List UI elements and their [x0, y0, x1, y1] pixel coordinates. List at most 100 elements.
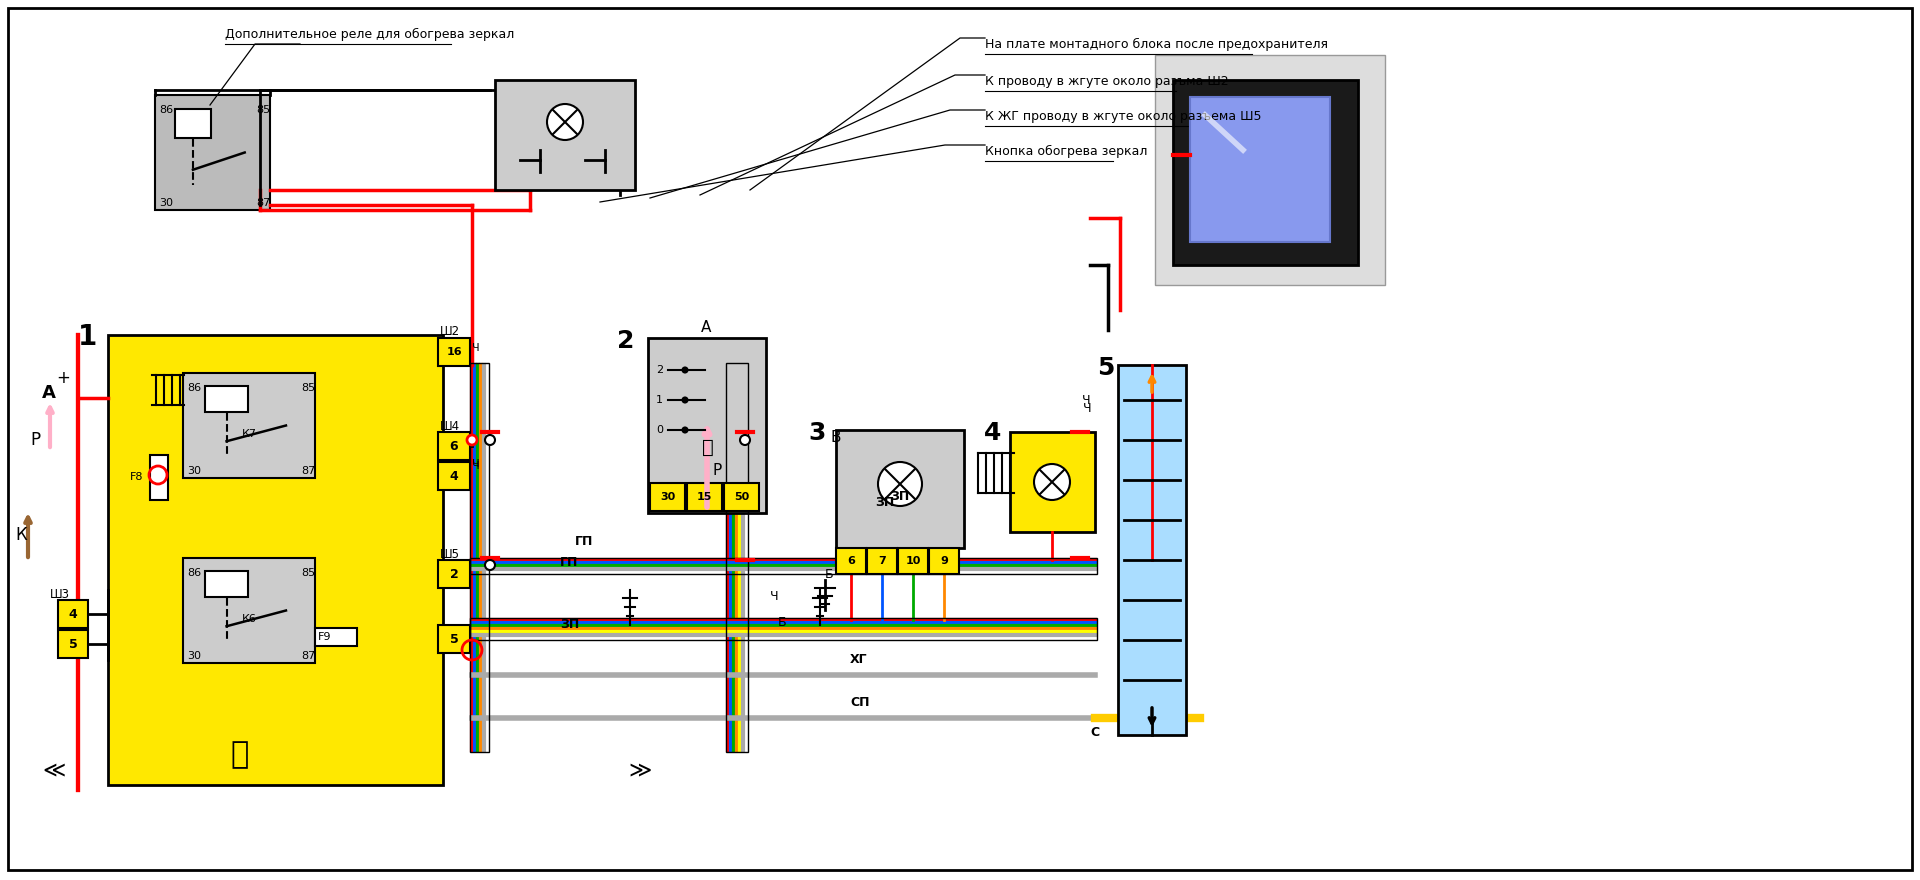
Text: F8: F8: [131, 472, 144, 482]
Text: Ч: Ч: [770, 590, 780, 603]
Text: ⚿: ⚿: [703, 438, 714, 457]
Text: 4: 4: [69, 607, 77, 620]
Bar: [205, 570, 248, 597]
Text: Ч: Ч: [472, 459, 480, 469]
Text: 2: 2: [616, 329, 634, 353]
Text: Ч: Ч: [1083, 393, 1091, 407]
Text: К: К: [15, 526, 27, 544]
Text: 5: 5: [449, 633, 459, 646]
Circle shape: [467, 435, 476, 445]
Text: 85: 85: [301, 383, 315, 393]
Bar: [651, 483, 685, 511]
Bar: [724, 483, 758, 511]
Text: ЗП: ЗП: [876, 496, 895, 509]
Text: 4: 4: [449, 470, 459, 482]
Text: ГП: ГП: [574, 535, 593, 548]
Bar: [835, 430, 964, 548]
Bar: [150, 455, 169, 500]
Text: 6: 6: [449, 439, 459, 452]
Text: 87: 87: [255, 198, 271, 208]
Bar: [438, 560, 470, 588]
Text: Ч: Ч: [472, 461, 480, 471]
Text: Б: Б: [778, 616, 787, 629]
Text: К7: К7: [242, 429, 257, 438]
Bar: [687, 483, 722, 511]
Text: Ш3: Ш3: [50, 588, 69, 601]
Text: 7: 7: [877, 556, 885, 566]
Text: Ч: Ч: [1083, 401, 1092, 414]
Bar: [899, 548, 927, 574]
Bar: [1010, 432, 1094, 532]
Text: 87: 87: [301, 651, 315, 661]
Text: 4: 4: [983, 421, 1002, 445]
Text: Р: Р: [31, 431, 40, 449]
Text: 16: 16: [445, 347, 463, 357]
Bar: [182, 558, 315, 663]
Bar: [470, 618, 1096, 640]
Bar: [495, 80, 636, 190]
Circle shape: [877, 462, 922, 506]
Text: ЗП: ЗП: [561, 618, 580, 631]
Text: Ч: Ч: [472, 343, 480, 353]
Bar: [1173, 80, 1357, 265]
Text: А: А: [701, 320, 712, 335]
Text: 5: 5: [69, 637, 77, 650]
Bar: [1117, 365, 1187, 735]
Bar: [175, 109, 211, 137]
Text: С: С: [1091, 726, 1098, 739]
Bar: [835, 548, 866, 574]
Bar: [58, 600, 88, 628]
Text: ≪: ≪: [42, 760, 65, 780]
Circle shape: [682, 368, 687, 372]
Bar: [726, 363, 749, 752]
Bar: [438, 462, 470, 490]
Text: 9: 9: [941, 556, 948, 566]
Text: 30: 30: [660, 492, 676, 502]
Circle shape: [547, 104, 584, 140]
Circle shape: [486, 435, 495, 445]
Text: 5: 5: [1096, 356, 1114, 380]
Text: 10: 10: [906, 556, 922, 566]
Bar: [108, 335, 444, 785]
Bar: [929, 548, 958, 574]
Text: 86: 86: [186, 568, 202, 578]
Bar: [1190, 97, 1331, 242]
Bar: [438, 338, 470, 366]
Text: ЗП: ЗП: [891, 490, 910, 503]
Text: ХГ: ХГ: [851, 653, 868, 666]
Text: На плате монтадного блока после предохранителя: На плате монтадного блока после предохра…: [985, 38, 1329, 51]
Bar: [470, 558, 1096, 574]
Text: 0: 0: [657, 425, 662, 435]
Text: В: В: [829, 430, 841, 445]
Bar: [315, 628, 357, 646]
Bar: [182, 373, 315, 478]
Text: Ш4: Ш4: [440, 420, 461, 433]
Circle shape: [682, 398, 687, 402]
Text: +: +: [56, 369, 69, 387]
Text: F9: F9: [319, 632, 332, 642]
Text: Б: Б: [826, 568, 833, 581]
Bar: [205, 385, 248, 412]
Circle shape: [486, 560, 495, 570]
Bar: [649, 338, 766, 513]
Bar: [438, 432, 470, 460]
Text: СП: СП: [851, 696, 870, 709]
Text: 30: 30: [186, 651, 202, 661]
Bar: [58, 630, 88, 658]
Text: К6: К6: [242, 613, 257, 624]
Text: Ш5: Ш5: [440, 548, 461, 561]
Bar: [868, 548, 897, 574]
Text: 85: 85: [301, 568, 315, 578]
Text: Р: Р: [712, 463, 722, 478]
Text: Ш2: Ш2: [440, 325, 461, 338]
Text: ⚿: ⚿: [230, 740, 248, 769]
Text: 86: 86: [186, 383, 202, 393]
Text: А: А: [42, 384, 56, 402]
Text: 2: 2: [657, 365, 662, 375]
Text: 50: 50: [733, 492, 749, 502]
Bar: [1156, 55, 1384, 285]
Text: ГП: ГП: [561, 556, 578, 569]
Text: 6: 6: [847, 556, 854, 566]
Text: 87: 87: [301, 466, 315, 476]
Circle shape: [682, 428, 687, 432]
